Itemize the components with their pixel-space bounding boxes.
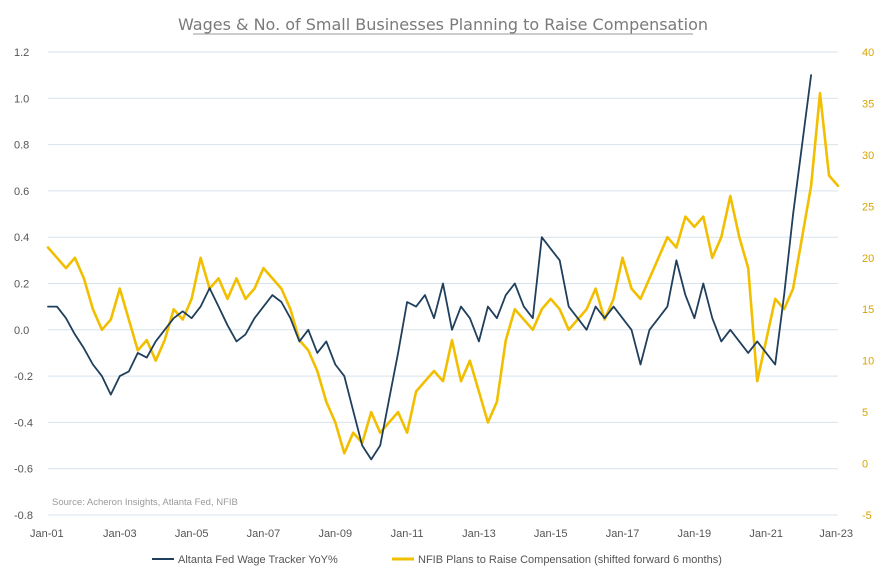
right-tick-label: 30 xyxy=(862,150,874,162)
right-tick-label: 25 xyxy=(862,201,874,213)
x-tick-label: Jan-03 xyxy=(103,528,137,540)
source-note: Source: Acheron Insights, Atlanta Fed, N… xyxy=(52,497,238,508)
x-tick-label: Jan-23 xyxy=(819,528,853,540)
x-axis-ticks: Jan-01 Jan-03 Jan-05 Jan-07 Jan-09 Jan-11 Jan-… xyxy=(30,528,853,540)
x-tick-label: Jan-19 xyxy=(678,528,712,540)
x-tick-label: Jan-09 xyxy=(318,528,352,540)
left-tick-label: 0.6 xyxy=(14,186,29,198)
series-line-nfib xyxy=(46,91,840,455)
left-tick-label: 0.0 xyxy=(14,325,29,337)
legend-label-wage: Altanta Fed Wage Tracker YoY% xyxy=(178,554,338,566)
series-line-wage xyxy=(47,74,812,461)
left-tick-label: -0.6 xyxy=(14,464,33,476)
x-tick-label: Jan-13 xyxy=(462,528,496,540)
left-tick-label: 1.2 xyxy=(14,47,29,59)
chart-title: Wages & No. of Small Businesses Planning… xyxy=(178,15,708,34)
series-layer xyxy=(46,74,840,461)
left-tick-label: 0.8 xyxy=(14,140,29,152)
left-tick-label: -0.8 xyxy=(14,510,33,522)
right-tick-label: 10 xyxy=(862,356,874,368)
left-tick-label: -0.4 xyxy=(14,417,33,429)
x-tick-label: Jan-17 xyxy=(606,528,640,540)
x-tick-label: Jan-21 xyxy=(749,528,783,540)
right-tick-label: 20 xyxy=(862,253,874,265)
x-tick-label: Jan-07 xyxy=(247,528,281,540)
x-tick-label: Jan-15 xyxy=(534,528,568,540)
right-tick-label: 5 xyxy=(862,407,868,419)
left-tick-label: 1.0 xyxy=(14,93,29,105)
left-tick-label: -0.2 xyxy=(14,371,33,383)
right-tick-label: 0 xyxy=(862,459,868,471)
left-tick-label: 0.4 xyxy=(14,232,29,244)
right-tick-label: 40 xyxy=(862,47,874,59)
legend: Altanta Fed Wage Tracker YoY% NFIB Plans… xyxy=(152,554,722,566)
legend-label-nfib: NFIB Plans to Raise Compensation (shifte… xyxy=(418,554,722,566)
x-tick-label: Jan-11 xyxy=(391,528,424,540)
right-axis-ticks: 40 35 30 25 20 15 10 5 0 -5 xyxy=(862,47,874,522)
x-tick-label: Jan-05 xyxy=(175,528,209,540)
left-axis-ticks: 1.2 1.0 0.8 0.6 0.4 0.2 0.0 -0.2 -0.4 -0.6 -0.8 xyxy=(14,47,33,522)
left-tick-label: 0.2 xyxy=(14,279,29,291)
right-tick-label: 35 xyxy=(862,98,874,110)
x-tick-label: Jan-01 xyxy=(30,528,64,540)
right-tick-label: -5 xyxy=(862,510,872,522)
right-tick-label: 15 xyxy=(862,304,874,316)
